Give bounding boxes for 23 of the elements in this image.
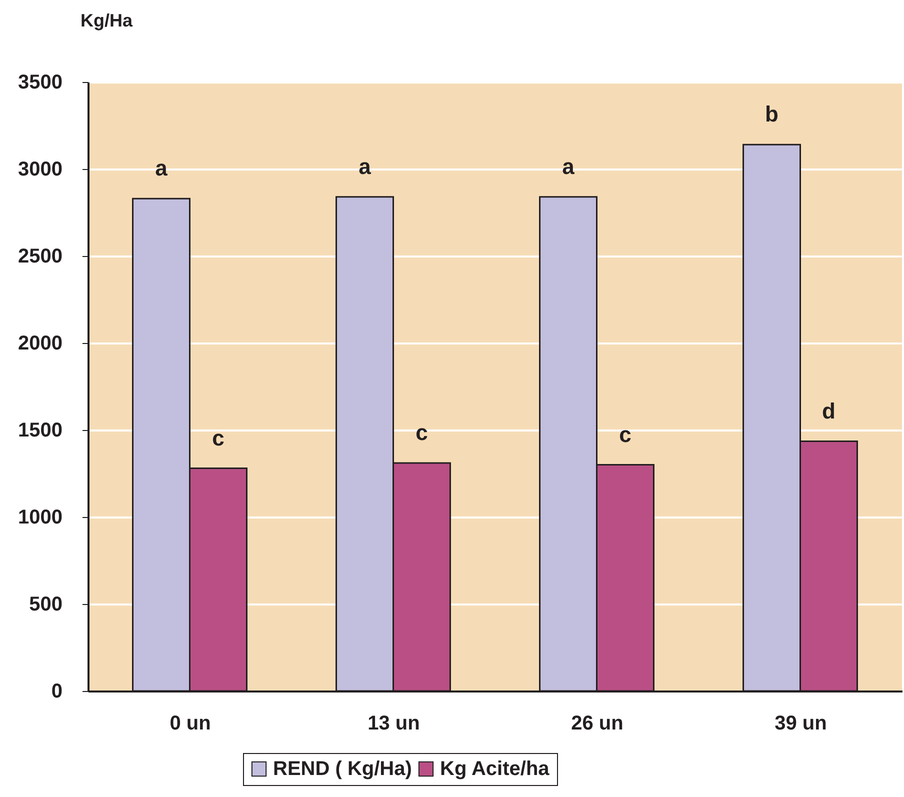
annotation: a [562, 154, 576, 179]
y-axis-title: Kg/Ha [80, 10, 134, 30]
y-tick-label: 1000 [18, 506, 62, 528]
x-tick-label: 13 un [368, 712, 420, 734]
annotation: c [416, 420, 428, 446]
annotation: c [212, 425, 224, 450]
y-tick-label: 3500 [18, 72, 62, 94]
annotation: d [822, 398, 836, 424]
annotation: a [358, 154, 372, 179]
x-tick-label: 0 un [170, 712, 211, 734]
y-tick-label: 0 [51, 680, 62, 702]
legend-label: REND ( Kg/Ha) [273, 758, 412, 780]
x-tick-label: 26 un [571, 712, 624, 734]
y-tick-label: 2500 [18, 246, 62, 268]
y-tick-label: 3000 [18, 158, 62, 180]
y-tick-label: 1500 [18, 420, 62, 442]
annotation: c [619, 422, 632, 447]
x-tick-label: 39 un [774, 712, 827, 734]
y-tick-label: 2000 [18, 332, 62, 354]
legend-label: Kg Acite/ha [440, 758, 550, 780]
annotation: a [155, 156, 168, 181]
annotation: b [765, 102, 778, 127]
y-tick-label: 500 [29, 594, 62, 616]
